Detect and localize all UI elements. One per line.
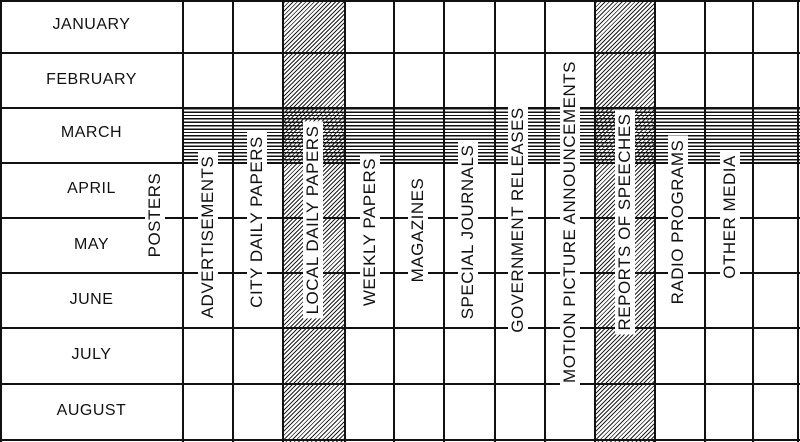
grid-line <box>594 0 596 442</box>
media-label: WEEKLY PAPERS <box>360 153 380 311</box>
grid-line <box>0 383 800 385</box>
grid-line <box>0 327 800 329</box>
month-label: JANUARY <box>52 16 131 33</box>
media-label: CITY DAILY PAPERS <box>247 132 267 312</box>
grid-line <box>282 0 284 442</box>
grid-line <box>0 52 800 54</box>
month-label: JULY <box>71 346 112 363</box>
media-label: GOVERNMENT RELEASES <box>508 103 528 337</box>
grid-line <box>0 272 800 274</box>
grid-line <box>544 0 546 442</box>
grid-line <box>0 0 800 2</box>
month-label: MARCH <box>60 124 123 141</box>
grid-line <box>0 107 800 109</box>
grid-line <box>704 0 706 442</box>
media-label: ADVERTISEMENTS <box>198 151 218 323</box>
media-label: MOTION PICTURE ANNOUNCEMENTS <box>560 57 580 387</box>
grid-line <box>344 0 346 442</box>
media-label: OTHER MEDIA <box>720 151 740 283</box>
grid-line <box>443 0 445 442</box>
media-label: POSTERS <box>145 168 165 262</box>
month-label: APRIL <box>67 180 116 197</box>
media-label: MAGAZINES <box>408 173 428 287</box>
grid-line <box>0 162 800 164</box>
grid-line <box>393 0 395 442</box>
grid-line <box>494 0 496 442</box>
grid-line <box>0 0 2 442</box>
month-label: MAY <box>74 236 109 253</box>
media-label: RADIO PROGRAMS <box>668 135 688 309</box>
grid-line <box>752 0 754 442</box>
media-label: LOCAL DAILY PAPERS <box>303 121 323 319</box>
hatched-row-march <box>183 108 800 162</box>
month-label: AUGUST <box>56 402 127 419</box>
grid-line <box>0 217 800 219</box>
grid-line <box>182 0 184 442</box>
media-label: REPORTS OF SPEECHES <box>615 109 635 335</box>
media-label: SPECIAL JOURNALS <box>458 140 478 324</box>
grid-line <box>654 0 656 442</box>
grid-line <box>232 0 234 442</box>
grid-line <box>0 439 800 441</box>
grid-line <box>797 0 799 442</box>
month-label: JUNE <box>69 291 114 308</box>
month-label: FEBRUARY <box>46 71 137 88</box>
